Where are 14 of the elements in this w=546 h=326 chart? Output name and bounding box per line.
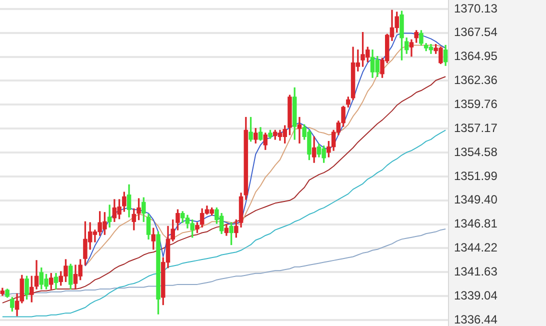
y-tick-label: 1339.04: [454, 288, 498, 302]
y-tick-label: 1349.40: [454, 192, 498, 207]
y-tick-label: 1362.36: [454, 73, 498, 88]
y-tick-label: 1346.81: [454, 216, 498, 231]
y-tick-label: 1357.17: [454, 120, 498, 135]
y-tick-label: 1370.13: [454, 1, 498, 16]
y-tick-label: 1367.54: [454, 25, 498, 40]
y-tick-label: 1336.44: [454, 312, 498, 326]
y-tick-label: 1354.58: [454, 144, 498, 159]
y-tick-label: 1351.99: [454, 168, 498, 183]
y-tick-label: 1364.95: [454, 49, 498, 64]
y-tick-label: 1359.76: [454, 97, 498, 112]
y-tick-label: 1344.22: [454, 240, 498, 255]
y-tick-label: 1341.63: [454, 264, 498, 278]
